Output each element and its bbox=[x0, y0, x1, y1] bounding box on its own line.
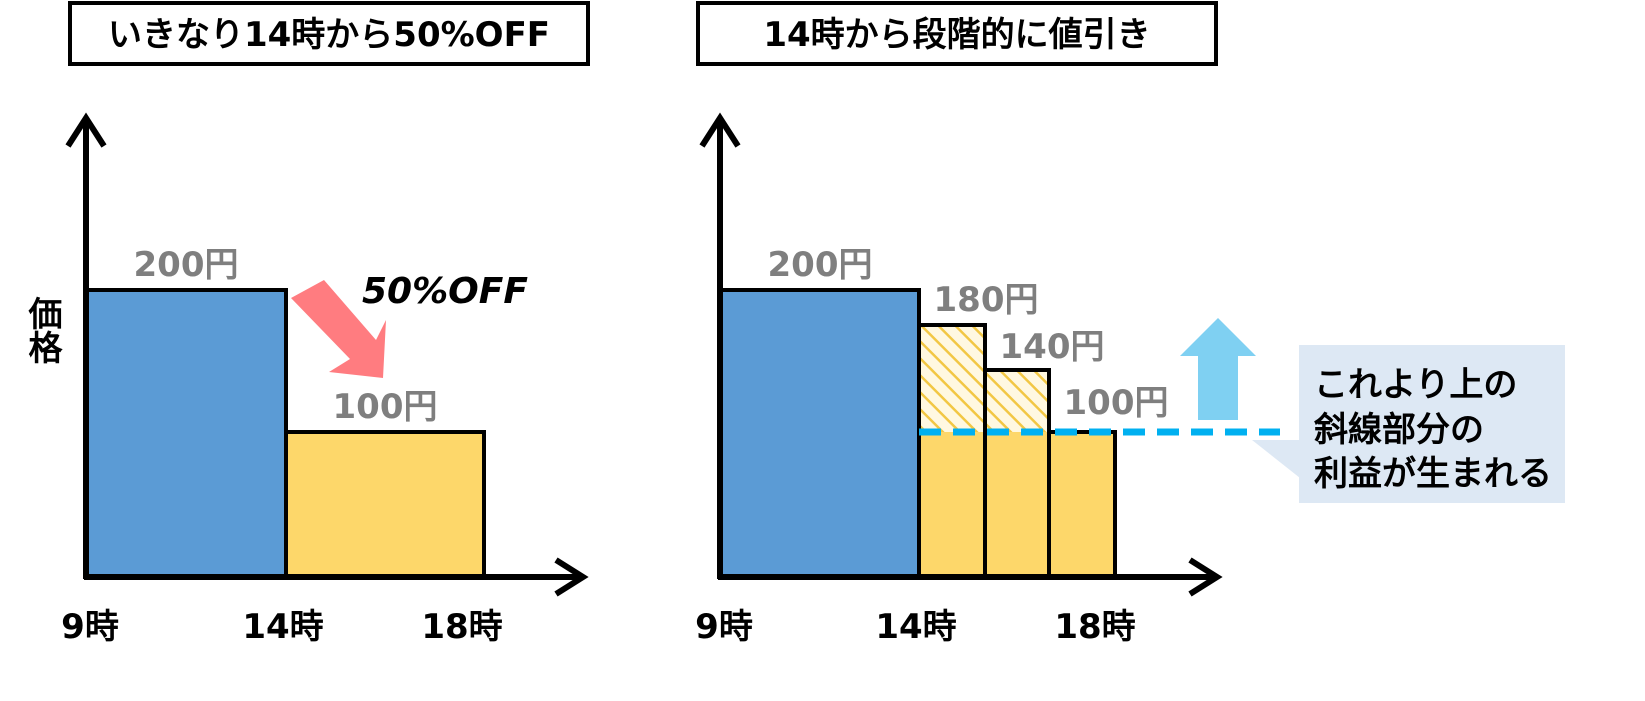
right-step-outline bbox=[917, 323, 987, 577]
right-x-tick-0: 9時 bbox=[695, 607, 753, 647]
left-price-low: 100円 bbox=[333, 387, 438, 427]
right-price-100: 100円 bbox=[1064, 383, 1169, 423]
right-bar-base-3 bbox=[1049, 432, 1115, 577]
right-panel: 14時から段階的に値引き 200円 180円 140円 100円 これより上の bbox=[695, 1, 1565, 647]
right-bar-200 bbox=[718, 288, 921, 579]
right-title-box bbox=[696, 1, 1218, 66]
right-title: 14時から段階的に値引き bbox=[763, 15, 1150, 55]
note-line-2: 斜線部分の bbox=[1314, 410, 1484, 450]
left-price-high: 200円 bbox=[134, 245, 239, 285]
left-x-axis-arrowhead bbox=[554, 557, 589, 597]
right-step-outline-2 bbox=[985, 368, 1051, 577]
right-y-axis-arrowhead bbox=[699, 112, 741, 148]
note-line-1: これより上の bbox=[1314, 365, 1517, 405]
hatch-area-180 bbox=[919, 325, 985, 432]
right-bar-base-1 bbox=[919, 432, 985, 577]
left-y-axis-arrowhead bbox=[65, 112, 107, 148]
hatch-area-140 bbox=[985, 370, 1049, 432]
left-bar-200 bbox=[84, 288, 288, 579]
left-title: いきなり14時から50%OFF bbox=[108, 15, 550, 55]
discount-label: 50%OFF bbox=[362, 271, 528, 312]
up-arrow bbox=[1180, 318, 1256, 420]
left-y-label: 価格 bbox=[22, 296, 63, 364]
right-price-140: 140円 bbox=[1000, 327, 1105, 367]
left-bar-100 bbox=[284, 430, 486, 579]
right-price-180: 180円 bbox=[934, 280, 1039, 320]
note-box bbox=[1299, 345, 1565, 503]
left-x-tick-0: 9時 bbox=[61, 607, 119, 647]
right-x-tick-1: 14時 bbox=[875, 607, 956, 647]
left-panel: いきなり14時から50%OFF 価格 200円 100円 50%OFF 9時 1… bbox=[22, 1, 590, 647]
right-x-tick-2: 18時 bbox=[1054, 607, 1135, 647]
right-price-200: 200円 bbox=[768, 245, 873, 285]
note-line-3: 利益が生まれる bbox=[1314, 454, 1552, 494]
right-bar-base-2 bbox=[985, 432, 1049, 577]
note-pointer bbox=[1252, 440, 1300, 478]
left-title-box bbox=[68, 1, 590, 66]
right-x-axis-arrowhead bbox=[1188, 557, 1223, 597]
left-x-tick-2: 18時 bbox=[421, 607, 502, 647]
left-x-tick-1: 14時 bbox=[242, 607, 323, 647]
discount-arrow bbox=[291, 280, 386, 378]
